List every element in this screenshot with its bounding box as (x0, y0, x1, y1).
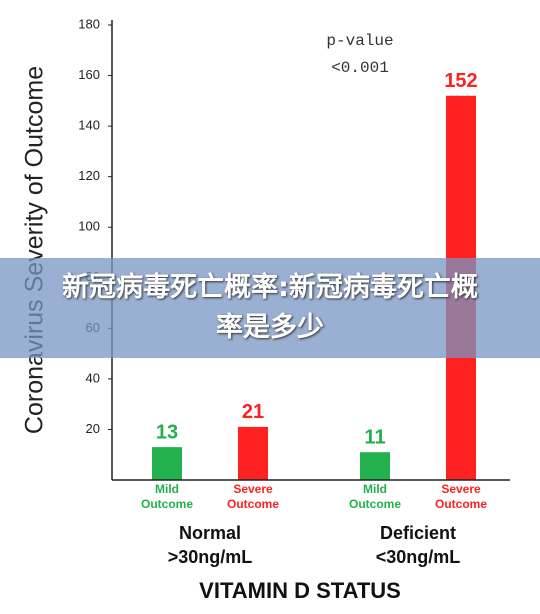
category-label: Deficient (379, 523, 457, 543)
y-tick-label: 120 (78, 168, 100, 183)
category-sublabel: >30ng/mL (167, 547, 253, 567)
y-tick-label: 20 (86, 421, 100, 436)
value-label: 152 (444, 70, 477, 92)
banner: 新冠病毒死亡概率:新冠病毒死亡概率是多少 (0, 258, 540, 358)
bar (152, 447, 182, 480)
banner-text: 新冠病毒死亡概率:新冠病毒死亡概率是多少 (62, 272, 478, 343)
series-label: Mild Outcome (140, 482, 193, 511)
bar (238, 426, 268, 480)
bar (360, 452, 390, 480)
value-label: 11 (364, 426, 385, 448)
category-label: Normal (178, 523, 241, 543)
y-axis-title: Coronavirus Severity of Outcome (21, 66, 49, 434)
series-label: Mild Outcome (348, 482, 401, 511)
series-label: Severe Outcome (434, 482, 487, 511)
annotation-text: <0.001 (331, 59, 389, 77)
value-label: 21 (242, 401, 264, 423)
y-tick-label: 100 (78, 219, 100, 234)
y-tick-label: 180 (78, 16, 100, 31)
y-tick-label: 140 (78, 118, 100, 133)
value-label: 13 (156, 421, 178, 443)
y-tick-label: 40 (86, 370, 100, 385)
category-sublabel: <30ng/mL (375, 547, 461, 567)
series-label: Severe Outcome (226, 482, 279, 511)
annotation-title: p-value (326, 32, 393, 50)
x-axis-title: VITAMIN D STATUS (199, 578, 401, 603)
y-tick-label: 160 (78, 67, 100, 82)
